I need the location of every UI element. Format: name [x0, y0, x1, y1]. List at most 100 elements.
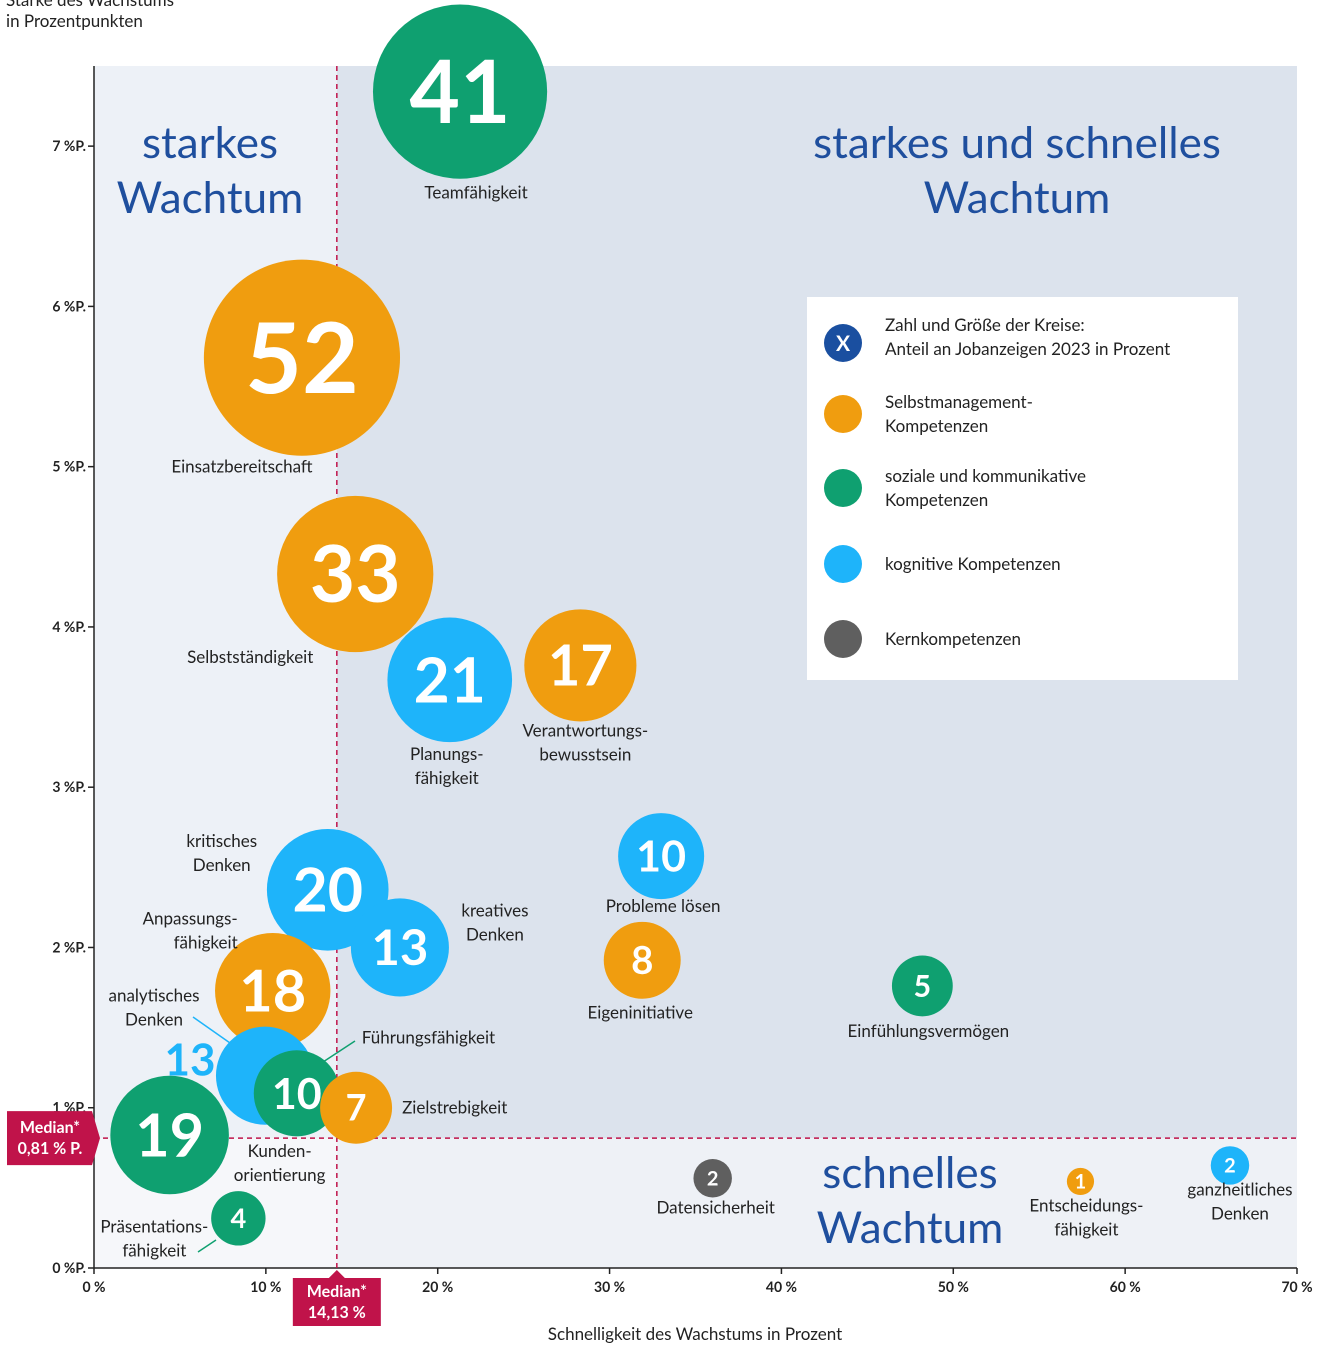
bubble-label: Denken	[1211, 1202, 1269, 1223]
bubble-value: 13	[371, 918, 428, 976]
bubble	[266, 828, 389, 951]
quadrant-label: starkes und schnelles	[813, 116, 1221, 168]
bubble	[387, 617, 513, 743]
bubble-value: 19	[135, 1097, 204, 1169]
bubble-value: 8	[631, 937, 653, 983]
bubble-value: 5	[914, 968, 932, 1004]
bubble-label: kreatives	[461, 899, 528, 920]
legend-label: kognitive Kompetenzen	[885, 553, 1061, 574]
median-marker	[292, 1270, 381, 1326]
quadrant-label: Wachtum	[117, 171, 304, 223]
bubble-label: fähigkeit	[1054, 1218, 1118, 1239]
quadrant-label: starkes	[142, 116, 278, 168]
leader-line	[197, 1239, 217, 1253]
bubble-label: Selbstständigkeit	[187, 646, 313, 667]
bubble	[524, 609, 637, 722]
y-axis-title: in Prozentpunkten	[6, 10, 143, 31]
bubble-label: Denken	[125, 1009, 183, 1030]
legend-symbol: X	[824, 324, 862, 362]
bubble-label: Entscheidungs-	[1029, 1194, 1143, 1215]
bubble-label: kritisches	[186, 830, 257, 851]
x-tick-label: 50 %	[938, 1278, 969, 1295]
bubble-label: Einfühlungsvermögen	[848, 1020, 1010, 1041]
bubble	[693, 1159, 732, 1198]
x-tick-label: 40 %	[766, 1278, 797, 1295]
bubble-label: Teamfähigkeit	[424, 182, 527, 203]
y-tick-label: 6 %P.	[52, 297, 86, 314]
bubble-label: Einsatzbereitschaft	[171, 456, 313, 477]
bubble-label: Anpassungs-	[143, 908, 238, 929]
leader-line	[322, 1040, 356, 1063]
bubble-value: 7	[346, 1085, 367, 1129]
x-tick-label: 20 %	[422, 1278, 453, 1295]
bubble-label: Zielstrebigkeit	[402, 1097, 507, 1118]
bubble-value: 18	[239, 956, 306, 1025]
y-tick-label: 2 %P.	[52, 938, 86, 955]
bubble-value: 41	[410, 37, 511, 142]
bubble-label: fähigkeit	[122, 1239, 186, 1260]
legend-swatch	[824, 469, 862, 507]
bubble-label: Verantwortungs-	[522, 719, 648, 740]
bubble	[1066, 1167, 1095, 1196]
median-label: 14,13 %	[308, 1303, 366, 1322]
bubble	[253, 1050, 340, 1137]
legend-swatch	[824, 545, 862, 583]
quadrant-label: schnelles	[822, 1146, 997, 1198]
bubble-label: Kunden-	[248, 1140, 312, 1161]
median-marker	[7, 1111, 100, 1166]
bubble-label: orientierung	[234, 1164, 326, 1185]
bubble-label: Denken	[193, 854, 251, 875]
legend-text-line: Anteil an Jobanzeigen 2023 in Prozent	[885, 338, 1171, 359]
bubble-label: fähigkeit	[415, 767, 479, 788]
x-tick-label: 30 %	[594, 1278, 625, 1295]
bubble	[603, 921, 681, 999]
y-axis-title: Stärke des Wachstums	[6, 0, 174, 10]
bubble	[203, 259, 401, 456]
bubble-value: 13	[164, 1033, 215, 1085]
bubble	[350, 898, 449, 997]
median-label: 0,81 % P.	[18, 1139, 83, 1158]
bubble-label: Führungsfähigkeit	[362, 1026, 495, 1047]
y-tick-label: 3 %P.	[52, 778, 86, 795]
bubble-value: 17	[548, 631, 613, 698]
bubble	[372, 4, 548, 179]
legend-swatch	[824, 620, 862, 658]
legend-swatch	[824, 395, 862, 433]
bubble-value: 10	[272, 1068, 322, 1119]
bubble-label: Planungs-	[410, 743, 484, 764]
bubble-value: 52	[245, 296, 359, 414]
x-tick-label: 70 %	[1281, 1278, 1312, 1295]
legend-label: Kernkompetenzen	[885, 628, 1021, 649]
x-tick-label: 60 %	[1110, 1278, 1141, 1295]
bubble-label: Datensicherheit	[656, 1196, 774, 1217]
legend-label: Selbstmanagement-Kompetenzen	[885, 391, 1033, 436]
legend-label: soziale und kommunikative Kompetenzen	[885, 465, 1086, 510]
bubble-value: 2	[707, 1166, 719, 1190]
quadrant-bg	[336, 1138, 1298, 1268]
median-label: Median*	[20, 1118, 80, 1137]
bubble	[215, 933, 331, 1049]
quadrant-label: Wachtum	[924, 171, 1111, 223]
y-tick-label: 5 %P.	[52, 458, 86, 475]
quadrant-label: Wachtum	[817, 1201, 1004, 1253]
bubble	[110, 1075, 229, 1195]
bubble-label: bewusstsein	[539, 743, 631, 764]
bubble	[618, 813, 705, 900]
bubble-label: fähigkeit	[174, 932, 238, 953]
x-tick-label: 10 %	[250, 1278, 281, 1295]
bubble-label: analytisches	[109, 985, 200, 1006]
bubble-value: 33	[310, 525, 401, 619]
bubble-value: 21	[414, 641, 486, 716]
bubble	[1210, 1146, 1250, 1185]
bubble-label: ganzheitliches	[1187, 1178, 1292, 1199]
bubble	[277, 495, 434, 653]
legend: X Zahl und Größe der Kreise: Anteil an Job…	[807, 297, 1238, 680]
bubble	[211, 1191, 266, 1246]
median-label: Median*	[307, 1282, 367, 1301]
bubble-value: 20	[292, 852, 363, 925]
bubble-value: 2	[1224, 1154, 1236, 1178]
bubble-label: Denken	[466, 923, 524, 944]
y-tick-label: 0 %P.	[52, 1259, 86, 1276]
bubble	[891, 955, 953, 1017]
